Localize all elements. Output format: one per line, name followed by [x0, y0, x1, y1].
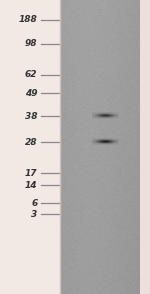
Text: 98: 98 [25, 39, 38, 48]
Bar [0, 0, 60, 294]
Text: 3: 3 [31, 210, 38, 218]
Text: 14: 14 [25, 181, 38, 190]
Text: 38: 38 [25, 112, 38, 121]
Text: 62: 62 [25, 71, 38, 79]
Text: 17: 17 [25, 169, 38, 178]
Text: 49: 49 [25, 89, 38, 98]
Text: 188: 188 [19, 16, 38, 24]
Text: 28: 28 [25, 138, 38, 146]
Text: 6: 6 [31, 199, 38, 208]
Bar [140, 0, 150, 294]
